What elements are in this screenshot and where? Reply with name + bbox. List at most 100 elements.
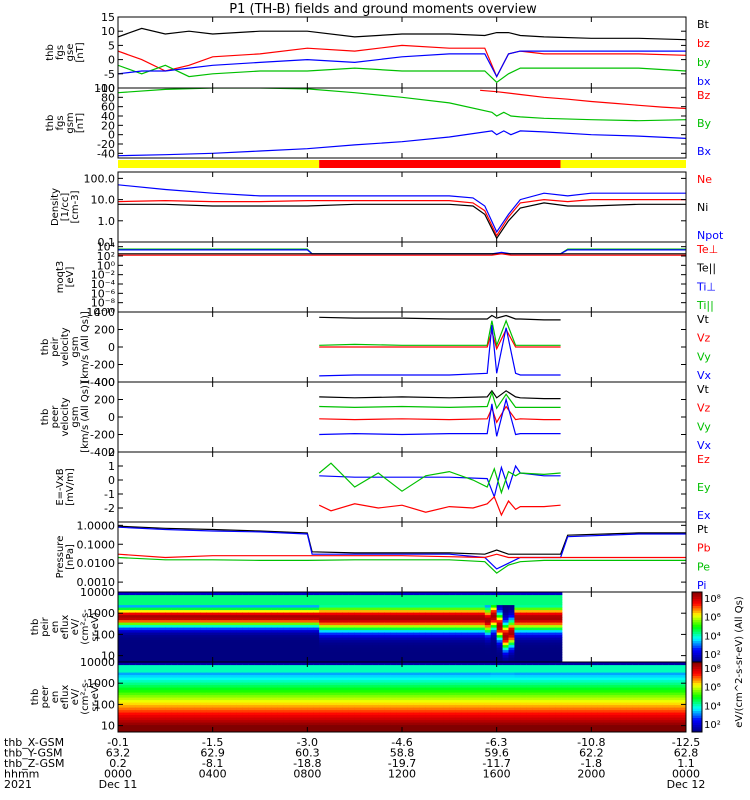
spectrogram-cell [384, 597, 391, 601]
spectrogram-cell [402, 709, 409, 713]
spectrogram-cell [118, 597, 125, 601]
spectrogram-cell [443, 659, 450, 662]
spectrogram-cell [419, 642, 427, 646]
spectrogram-cell [384, 719, 391, 723]
spectrogram-cell [461, 642, 468, 646]
spectrogram-cell [194, 634, 202, 638]
spectrogram-cell [159, 654, 166, 658]
spectrogram-cell [461, 724, 468, 728]
spectrogram-cell [402, 627, 409, 631]
spectrogram-cell [544, 599, 551, 603]
spectrogram-cell [342, 614, 350, 618]
spectrogram-cell [206, 592, 214, 596]
spectrogram-cell [206, 707, 214, 711]
spectrogram-cell [402, 694, 409, 698]
spectrogram-cell [579, 704, 587, 708]
spectrogram-cell [147, 669, 155, 673]
spectrogram-cell [295, 624, 303, 628]
spectrogram-cell [354, 652, 362, 656]
spectrogram-cell [555, 627, 563, 631]
spectrogram-cell [520, 607, 527, 611]
spectrogram-cell [289, 597, 297, 601]
spectrogram-cell [402, 607, 409, 611]
spectrogram-cell [165, 639, 172, 643]
spectrogram-cell [413, 689, 421, 693]
spectrogram-cell [413, 669, 421, 673]
spectrogram-cell [206, 697, 214, 701]
spectrogram-cell [301, 639, 308, 643]
spectrogram-cell [502, 667, 510, 671]
spectrogram-cell [224, 629, 232, 633]
spectrogram-cell [289, 627, 297, 631]
spectrogram-cell [609, 712, 616, 716]
spectrogram-cell [478, 644, 486, 648]
spectrogram-cell [277, 714, 285, 718]
spectrogram-cell [561, 719, 569, 723]
spectrogram-cell [396, 729, 403, 732]
spectrogram-cell [396, 622, 403, 626]
spectrogram-cell [218, 604, 226, 608]
spectrogram-cell [141, 624, 149, 628]
spectrogram-cell [431, 724, 439, 728]
spectrogram-cell [354, 724, 362, 728]
spectrogram-cell [425, 684, 433, 688]
spectrogram-cell [390, 657, 397, 661]
spectrogram-cell [526, 717, 533, 721]
spectrogram-cell [177, 604, 184, 608]
spectrogram-cell [307, 689, 314, 693]
spectrogram-cell [354, 617, 362, 621]
spectrogram-cell [230, 719, 237, 723]
spectrogram-cell [443, 634, 450, 638]
y-tick-label: -2 [104, 502, 115, 515]
spectrogram-cell [413, 707, 421, 711]
spectrogram-cell [271, 684, 279, 688]
spectrogram-cell [129, 612, 137, 616]
spectrogram-cell [585, 727, 592, 731]
spectrogram-cell [123, 614, 131, 618]
spectrogram-cell [549, 712, 557, 716]
spectrogram-cell [289, 667, 297, 671]
spectrogram-cell [431, 694, 439, 698]
spectrogram-cell [295, 652, 303, 656]
spectrogram-cell [425, 654, 433, 658]
colorbar-cell [692, 610, 702, 614]
spectrogram-cell [224, 609, 232, 613]
spectrogram-cell [579, 674, 587, 678]
spectrogram-cell [538, 669, 545, 673]
spectrogram-cell [384, 639, 391, 643]
spectrogram-cell [325, 599, 332, 603]
spectrogram-cell [153, 604, 161, 608]
spectrogram-cell [212, 712, 220, 716]
spectrogram-cell [520, 617, 527, 621]
spectrogram-cell [135, 729, 143, 732]
spectrogram-cell [118, 642, 125, 646]
spectrogram-cell [230, 724, 237, 728]
spectrogram-cell [153, 682, 161, 686]
spectrogram-cell [200, 677, 208, 681]
spectrogram-cell [419, 709, 427, 713]
spectrogram-cell [354, 644, 362, 648]
spectrogram-cell [609, 672, 616, 676]
spectrogram-cell [260, 669, 267, 673]
spectrogram-cell [455, 622, 462, 626]
spectrogram-cell [230, 629, 237, 633]
spectrogram-cell [467, 624, 474, 628]
spectrogram-cell [396, 667, 403, 671]
spectrogram-cell [532, 709, 539, 713]
spectrogram-cell [336, 662, 344, 666]
spectrogram-cell [260, 677, 267, 681]
spectrogram-cell [549, 629, 557, 633]
spectrogram-cell [171, 629, 178, 633]
spectrogram-cell [260, 719, 267, 723]
spectrogram-cell [289, 642, 297, 646]
spectrogram-cell [585, 709, 592, 713]
spectrogram-cell [254, 692, 261, 696]
spectrogram-cell [585, 719, 592, 723]
spectrogram-cell [549, 672, 557, 676]
spectrogram-cell [260, 647, 267, 651]
spectrogram-cell [520, 674, 527, 678]
spectrogram-cell [171, 604, 178, 608]
legend-entry: Ti|| [696, 299, 714, 312]
spectrogram-cell [147, 662, 155, 666]
